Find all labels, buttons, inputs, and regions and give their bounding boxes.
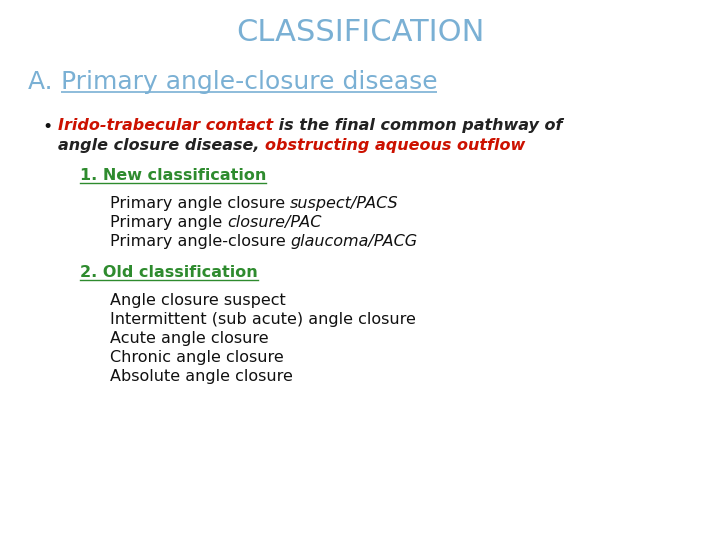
Text: Angle closure suspect: Angle closure suspect bbox=[110, 293, 286, 308]
Text: angle closure disease,: angle closure disease, bbox=[58, 138, 265, 153]
Text: A.: A. bbox=[28, 70, 60, 94]
Text: 2. Old classification: 2. Old classification bbox=[80, 265, 258, 280]
Text: Primary angle-closure disease: Primary angle-closure disease bbox=[60, 70, 437, 94]
Text: Absolute angle closure: Absolute angle closure bbox=[110, 369, 293, 384]
Text: Primary angle-closure: Primary angle-closure bbox=[110, 234, 291, 249]
Text: closure/PAC: closure/PAC bbox=[228, 215, 322, 230]
Text: suspect/PACS: suspect/PACS bbox=[290, 196, 399, 211]
Text: Primary angle: Primary angle bbox=[110, 215, 228, 230]
Text: obstructing aqueous outflow: obstructing aqueous outflow bbox=[265, 138, 526, 153]
Text: CLASSIFICATION: CLASSIFICATION bbox=[236, 18, 484, 47]
Text: •: • bbox=[42, 118, 53, 136]
Text: Chronic angle closure: Chronic angle closure bbox=[110, 350, 284, 365]
Text: Primary angle closure: Primary angle closure bbox=[110, 196, 290, 211]
Text: glaucoma/PACG: glaucoma/PACG bbox=[291, 234, 418, 249]
Text: Acute angle closure: Acute angle closure bbox=[110, 331, 269, 346]
Text: Intermittent (sub acute) angle closure: Intermittent (sub acute) angle closure bbox=[110, 312, 416, 327]
Text: 1. New classification: 1. New classification bbox=[80, 168, 266, 183]
Text: is the final common pathway of: is the final common pathway of bbox=[273, 118, 562, 133]
Text: Irido-trabecular contact: Irido-trabecular contact bbox=[58, 118, 273, 133]
